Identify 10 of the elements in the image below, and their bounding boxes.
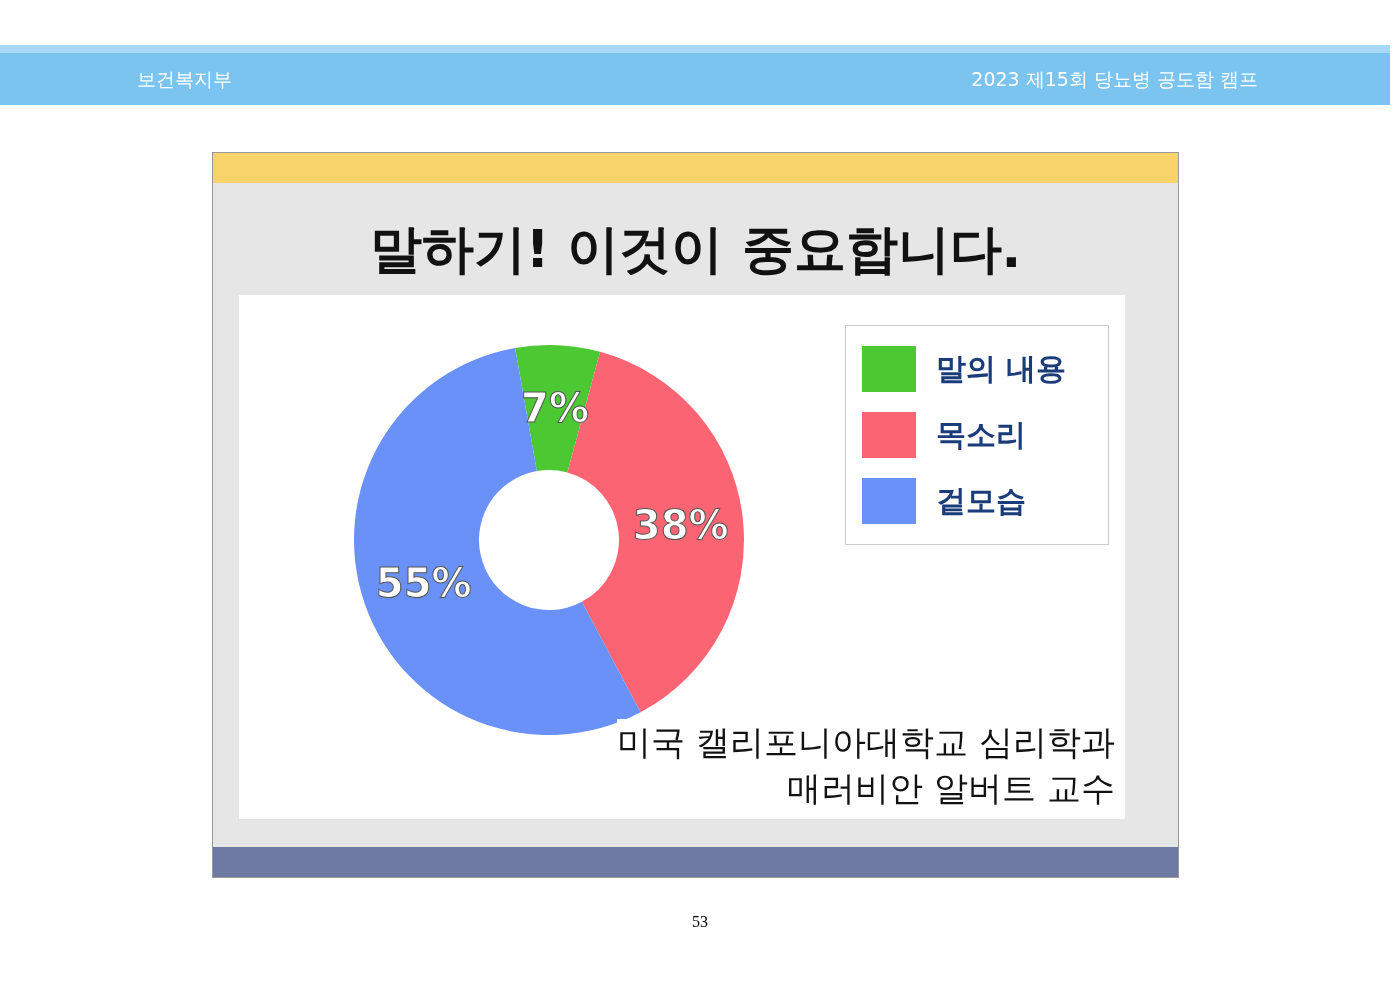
- data-label: 55%: [375, 560, 472, 607]
- legend-label: 목소리: [936, 415, 1026, 454]
- data-label: 38%: [632, 502, 729, 549]
- text: 2023 제15회 당뇨병 공도함 캠프: [971, 67, 1258, 92]
- text: 53: [691, 913, 709, 931]
- legend-label: 말의 내용: [936, 349, 1067, 388]
- text: 미국 캘리포니아대학교 심리학과 매러비안 알버트 교수: [617, 719, 1115, 811]
- text: 보건복지부: [137, 67, 232, 92]
- chart-title: 말하기! 이것이 중요합니다.: [368, 218, 1023, 281]
- legend-label: 겉모습: [936, 481, 1026, 520]
